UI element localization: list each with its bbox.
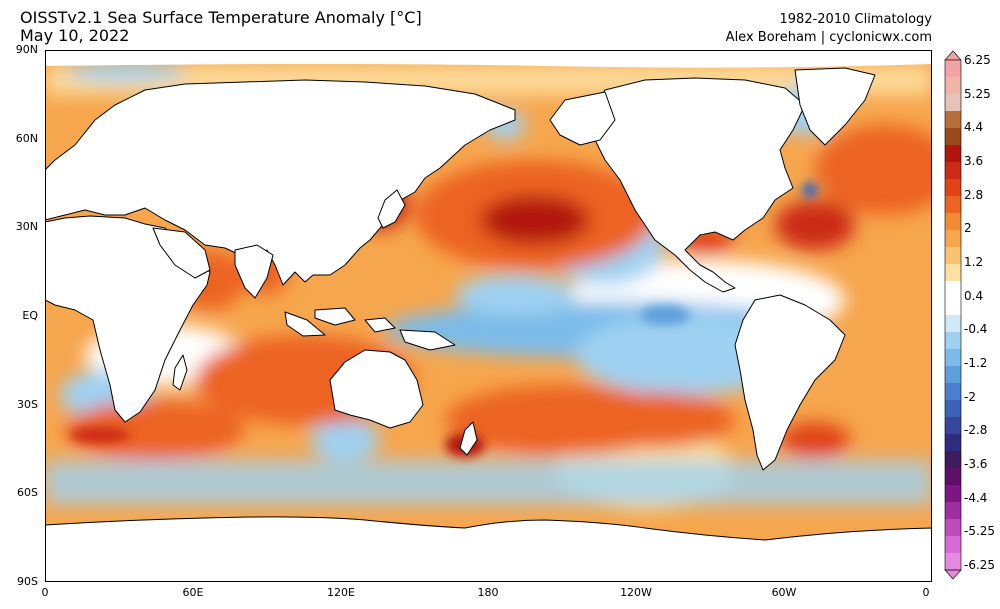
colorbar-swatch (945, 383, 961, 401)
colorbar-tick-label: -6.25 (964, 558, 996, 572)
colorbar-swatch (945, 349, 961, 367)
colorbar-tick-label: 4.4 (964, 120, 984, 134)
colorbar-swatch (945, 264, 961, 282)
colorbar-swatch (945, 519, 961, 537)
colorbar-tick-label: 2.8 (964, 188, 984, 202)
alaska-land (549, 91, 616, 146)
eurasia-land (45, 79, 516, 286)
sumatra-land (284, 311, 326, 337)
author-credit: Alex Boreham | cyclonicwx.com (725, 30, 932, 45)
lon-label-180: 180 (477, 586, 499, 599)
map-title: OISSTv2.1 Sea Surface Temperature Anomal… (20, 8, 422, 27)
colorbar-swatch (945, 298, 961, 316)
india-land (234, 244, 274, 299)
lat-label-eq: EQ (22, 309, 38, 322)
colorbar-swatch (945, 434, 961, 452)
colorbar-extend-max (944, 50, 962, 61)
colorbar-swatch (945, 230, 961, 248)
colorbar-tick-label: -1.2 (964, 356, 988, 370)
colorbar-swatch (945, 485, 961, 503)
colorbar-swatch (945, 213, 961, 231)
colorbar-tick-label: -4.4 (964, 491, 988, 505)
colorbar-swatch (945, 366, 961, 384)
antarctica-land (45, 516, 932, 582)
map-frame (45, 50, 932, 582)
africa-land (45, 215, 211, 423)
colorbar-swatch (945, 77, 961, 95)
lat-label-60n: 60N (15, 132, 38, 145)
colorbar-tick-label: 5.25 (964, 87, 991, 101)
arabia-land (152, 227, 211, 279)
colorbar-swatch (945, 94, 961, 112)
map-date: May 10, 2022 (20, 26, 130, 45)
colorbar (944, 50, 962, 580)
colorbar-swatch (945, 111, 961, 129)
lat-label-90n: 90N (15, 43, 38, 56)
colorbar-swatch (945, 247, 961, 265)
sulawesi-land (364, 317, 396, 333)
colorbar-tick-label: 3.6 (964, 154, 984, 168)
sst-anomaly-map (45, 50, 932, 582)
lat-label-30n: 30N (15, 220, 38, 233)
colorbar-swatch (945, 196, 961, 214)
colorbar-swatch (945, 400, 961, 418)
colorbar-swatch (945, 145, 961, 163)
colorbar-tick-label: 0.4 (964, 289, 984, 303)
colorbar-swatch (945, 502, 961, 520)
borneo-land (314, 307, 356, 326)
colorbar-swatch (945, 162, 961, 180)
colorbar-swatch (945, 281, 961, 299)
lon-label-60w: 60W (771, 586, 797, 599)
colorbar-swatch (945, 332, 961, 350)
colorbar-swatch (945, 536, 961, 554)
climatology-note: 1982-2010 Climatology (779, 12, 932, 27)
lon-label-0: 0 (41, 586, 49, 599)
new-zealand-land (459, 421, 478, 456)
australia-land (329, 349, 424, 429)
colorbar-tick-label: -0.4 (964, 322, 988, 336)
colorbar-tick-label: 1.2 (964, 255, 984, 269)
map-canvas (45, 50, 932, 582)
colorbar-swatch (945, 179, 961, 197)
lat-label-90s: 90S (17, 575, 38, 588)
colorbar-swatch (945, 451, 961, 469)
land-masses (45, 67, 932, 582)
madagascar-land (172, 354, 188, 391)
lon-label-120e: 120E (327, 586, 355, 599)
lon-label-120w: 120W (620, 586, 652, 599)
colorbar-extend-min (944, 569, 962, 580)
colorbar-swatch (945, 315, 961, 333)
colorbar-frame (944, 59, 962, 571)
north-polar-region (45, 50, 932, 68)
greenland-land (794, 67, 876, 146)
japan-land (377, 189, 406, 229)
colorbar-tick-label: -5.25 (964, 524, 996, 538)
colorbar-tick-label: -2.8 (964, 423, 988, 437)
colorbar-tick-label: -2 (964, 390, 976, 404)
new-guinea-land (399, 329, 456, 351)
colorbar-swatch (945, 60, 961, 78)
lat-label-60s: 60S (17, 486, 38, 499)
lon-label-0-east: 0 (922, 586, 930, 599)
colorbar-tick-label: -3.6 (964, 457, 988, 471)
south-america-land (734, 294, 846, 471)
lat-label-30s: 30S (17, 398, 38, 411)
colorbar-swatch (945, 128, 961, 146)
colorbar-tick-label: 6.25 (964, 53, 991, 67)
colorbar-tick-label: 2 (964, 221, 972, 235)
lon-label-60e: 60E (182, 586, 204, 599)
colorbar-swatch (945, 468, 961, 486)
colorbar-swatch (945, 553, 961, 571)
colorbar-swatch (945, 417, 961, 435)
